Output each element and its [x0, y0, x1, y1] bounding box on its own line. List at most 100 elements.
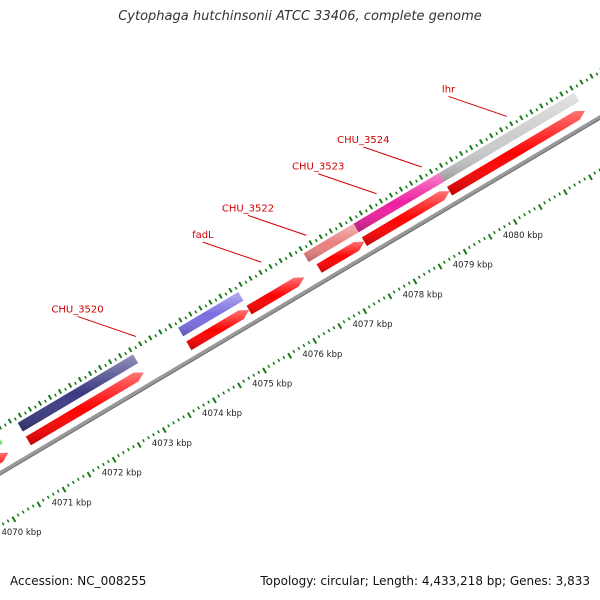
outer-tick: [264, 268, 268, 272]
kbp-label: 4077 kbp: [352, 320, 392, 330]
outer-tick: [244, 280, 248, 284]
outer-tick: [148, 335, 153, 341]
inner-tick: [317, 334, 321, 339]
inner-tick: [493, 230, 496, 235]
inner-tick: [222, 391, 226, 395]
outer-tick: [57, 388, 63, 395]
outer-tick: [24, 411, 27, 415]
outer-tick: [304, 244, 308, 249]
feature-green-shade: [0, 438, 3, 445]
inner-tick: [558, 192, 562, 196]
inner-tick: [553, 195, 557, 199]
inner-tick: [287, 352, 293, 359]
inner-tick: [237, 382, 242, 389]
outer-tick: [499, 127, 504, 133]
outer-tick-track: [0, 68, 600, 430]
inner-tick: [127, 447, 130, 452]
outer-tick: [368, 204, 373, 210]
inner-tick: [116, 453, 120, 458]
outer-tick: [388, 192, 394, 198]
outer-tick: [94, 369, 98, 374]
inner-tick: [86, 471, 92, 478]
outer-tick: [575, 84, 579, 88]
inner-tick: [562, 189, 568, 196]
outer-tick: [84, 375, 87, 380]
outer-tick: [435, 167, 438, 171]
inner-tick: [297, 346, 301, 351]
inner-tick: [442, 260, 446, 264]
outer-tick: [585, 78, 589, 82]
outer-tick: [194, 310, 198, 314]
inner-tick: [322, 331, 326, 336]
inner-tick: [202, 403, 206, 407]
outer-tick: [254, 274, 258, 278]
cds-arrow-6-shade: [361, 191, 450, 246]
inner-tick: [387, 293, 393, 300]
gene-leader: [202, 241, 262, 263]
inner-tick: [417, 275, 421, 279]
outer-tick: [489, 132, 494, 139]
inner-tick: [262, 367, 267, 374]
outer-tick: [519, 115, 524, 121]
outer-tick: [294, 250, 298, 255]
inner-tick: [432, 266, 436, 270]
inner-tick: [197, 406, 201, 410]
outer-tick: [338, 222, 343, 228]
inner-tick: [533, 207, 536, 211]
inner-tick: [528, 210, 531, 214]
inner-tick: [498, 227, 501, 232]
outer-tick: [228, 287, 233, 293]
backbone-line: [0, 115, 600, 475]
inner-tick: [101, 462, 105, 467]
gene-leader: [318, 173, 377, 195]
outer-tick: [37, 400, 43, 406]
inner-tick: [161, 426, 167, 434]
inner-tick: [1, 522, 5, 526]
outer-tick: [258, 269, 263, 276]
outer-tick: [405, 185, 408, 189]
gene-label-group: CHU_3520 fadL CHU_3522 CHU_3523 CHU_3524 lhr: [51, 84, 508, 337]
outer-tick: [164, 328, 168, 332]
outer-tick: [579, 79, 584, 85]
outer-tick: [238, 281, 243, 287]
cds-arrow-7-shade: [447, 110, 585, 196]
backbone-edge: [0, 118, 600, 476]
inner-tick: [66, 483, 70, 487]
outer-tick: [134, 345, 138, 350]
outer-tick: [77, 376, 83, 383]
outer-tick: [555, 96, 559, 100]
inner-tick: [302, 343, 306, 348]
inner-tick: [61, 486, 67, 493]
outer-tick: [348, 216, 353, 222]
gene-leader: [363, 146, 422, 168]
outer-tick: [268, 263, 273, 270]
inner-tick: [487, 233, 493, 240]
outer-tick: [535, 108, 539, 112]
outer-tick: [308, 240, 313, 246]
inner-tick: [31, 504, 35, 508]
outer-tick: [334, 227, 338, 231]
inner-tick: [307, 340, 311, 345]
outer-tick: [509, 121, 514, 127]
gene-label: CHU_3520: [51, 304, 103, 315]
outer-tick: [569, 85, 574, 91]
feature-fadl-shade: [178, 292, 244, 337]
outer-tick: [545, 102, 549, 106]
cds-arrow-4-shade: [246, 277, 305, 315]
inner-tick: [96, 465, 100, 470]
outer-tick: [364, 209, 368, 213]
inner-tick: [392, 290, 396, 294]
inner-tick: [6, 519, 10, 523]
inner-tick: [548, 198, 551, 202]
inner-tick: [132, 444, 135, 449]
inner-tick: [588, 174, 593, 181]
outer-tick: [495, 131, 499, 136]
inner-tick: [543, 201, 546, 205]
outer-tick: [395, 191, 398, 195]
inner-tick: [136, 441, 142, 449]
outer-tick: [64, 387, 67, 391]
outer-tick: [458, 150, 464, 157]
inner-tick: [482, 236, 486, 241]
outer-tick: [344, 221, 348, 225]
outer-tick: [354, 215, 358, 219]
